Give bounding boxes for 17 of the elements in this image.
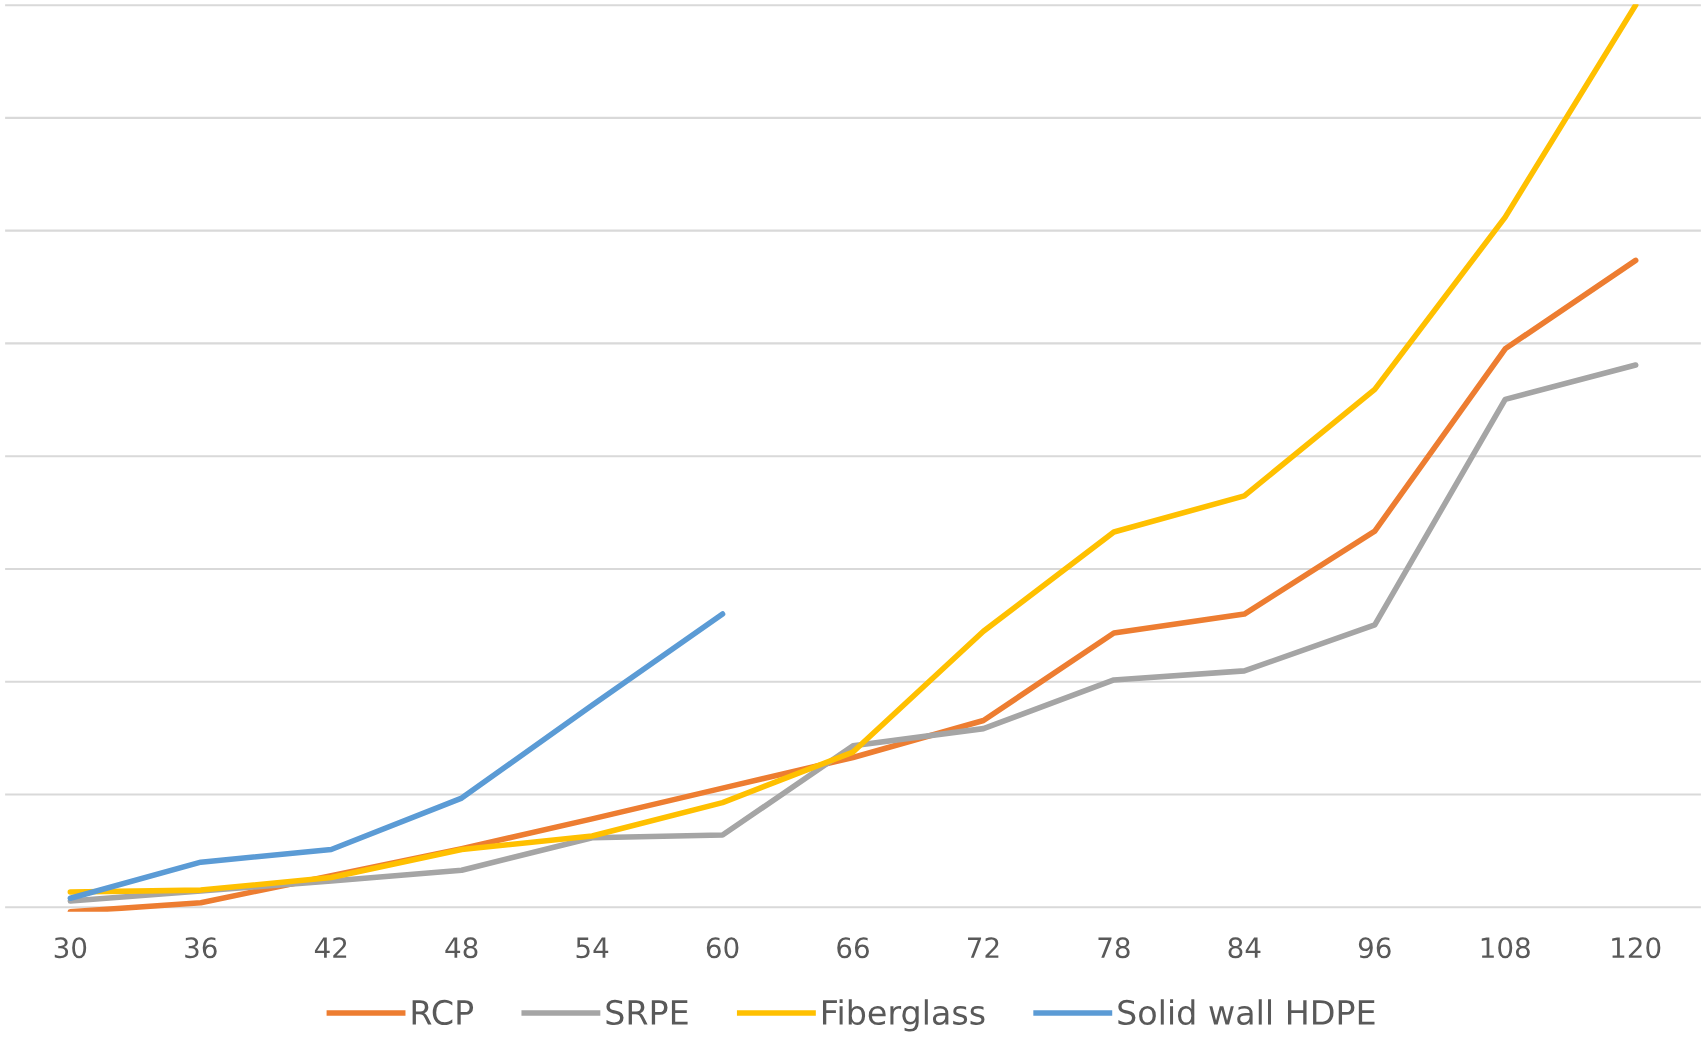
x-tick-label: 42 — [314, 937, 347, 958]
x-tick-label: 66 — [837, 937, 869, 959]
x-tick-label: 84 — [1228, 937, 1261, 959]
x-tick-label: 120 — [1612, 937, 1661, 959]
x-tick-label: 36 — [185, 937, 217, 959]
x-tick-label: 96 — [1358, 937, 1391, 959]
legend-label: Fiberglass — [822, 999, 985, 1032]
x-tick-label: 54 — [576, 937, 609, 959]
x-tick-label: 48 — [445, 937, 478, 959]
x-tick-label: 30 — [54, 937, 87, 959]
legend-label: SRPE — [606, 999, 688, 1026]
legend-label: Solid wall HDPE — [1118, 999, 1375, 1026]
x-tick-label: 72 — [968, 937, 999, 958]
x-tick-label: 108 — [1481, 937, 1530, 959]
legend-label: RCP — [412, 999, 474, 1026]
x-tick-label: 60 — [706, 937, 739, 959]
x-tick-label: 78 — [1098, 937, 1130, 959]
